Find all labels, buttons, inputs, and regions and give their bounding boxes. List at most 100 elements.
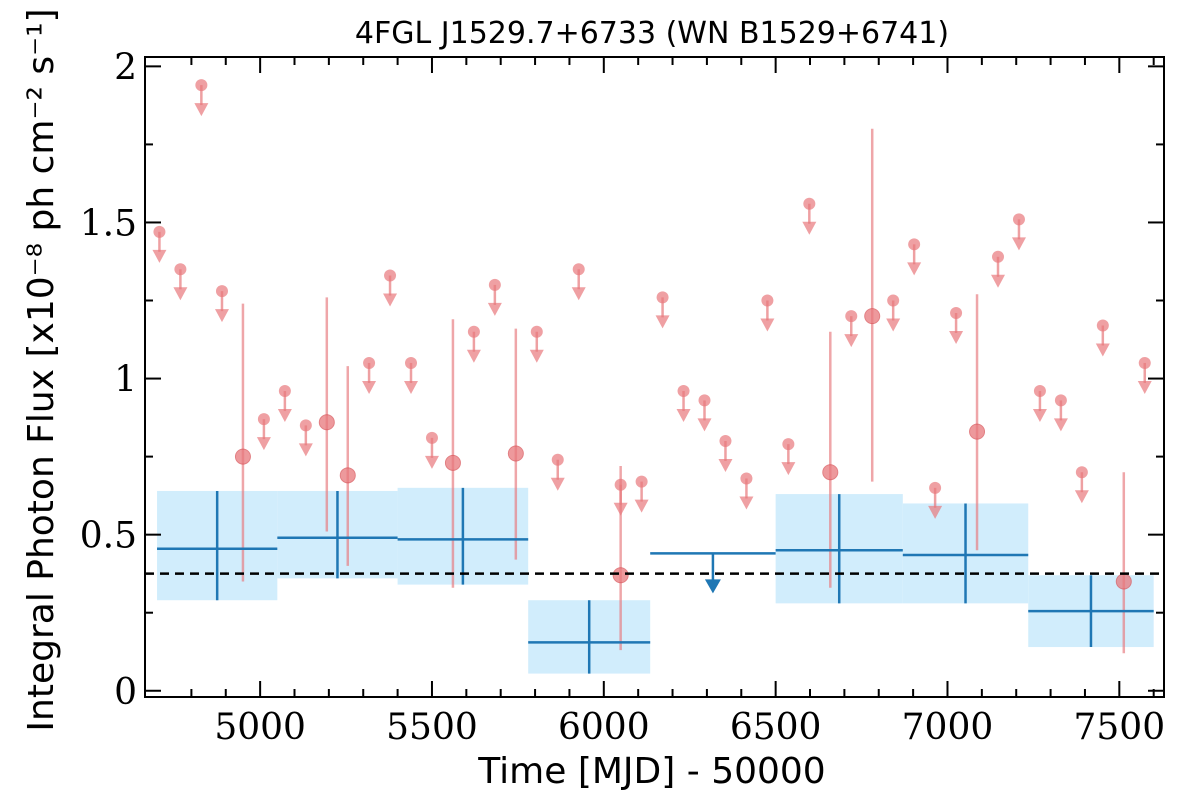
upper-limit-arrow bbox=[697, 418, 712, 432]
upper-limit-point bbox=[1054, 394, 1067, 407]
upper-limit-point bbox=[950, 307, 963, 319]
detection-point bbox=[969, 423, 986, 440]
chart-title: 4FGL J1529.7+6733 (WN B1529+6741) bbox=[355, 16, 949, 51]
y-tick-label: 0 bbox=[114, 672, 137, 713]
upper-limit-point bbox=[1033, 385, 1046, 398]
upper-limit-point bbox=[405, 356, 418, 369]
upper-limit-point bbox=[698, 394, 711, 407]
upper-limit-point bbox=[572, 263, 585, 276]
upper-limit-arrow bbox=[949, 331, 964, 344]
upper-limit-arrow bbox=[634, 499, 649, 513]
upper-limit-arrow bbox=[1053, 418, 1068, 432]
upper-limit-arrow bbox=[466, 349, 481, 363]
upper-limit-point bbox=[363, 356, 376, 369]
upper-limit-point bbox=[992, 250, 1005, 263]
upper-limit-point bbox=[153, 225, 166, 238]
upper-limit-arrow bbox=[928, 505, 943, 519]
y-tick-label: 1.5 bbox=[80, 203, 137, 244]
upper-limit-point bbox=[278, 385, 291, 398]
upper-limit-point bbox=[908, 238, 921, 251]
x-tick-label: 6000 bbox=[558, 707, 650, 748]
upper-limit-point bbox=[174, 263, 187, 276]
upper-limit-arrow bbox=[571, 287, 586, 301]
upper-limit-arrow bbox=[550, 477, 565, 491]
upper-limit-arrow bbox=[487, 302, 502, 316]
upper-limit-point bbox=[299, 419, 312, 432]
upper-limit-arrow bbox=[152, 249, 167, 263]
upper-limit-point bbox=[530, 325, 543, 338]
x-tick-label: 7000 bbox=[902, 707, 994, 748]
x-axis-label: Time [MJD] - 50000 bbox=[477, 751, 825, 792]
upper-limit-point bbox=[1138, 356, 1151, 369]
detection-point bbox=[822, 464, 839, 481]
upper-limit-arrow bbox=[1032, 409, 1047, 423]
yearly-bins-layer bbox=[157, 487, 1154, 674]
detection-point bbox=[612, 567, 629, 584]
monthly-points-layer bbox=[152, 79, 1152, 654]
upper-limit-point bbox=[719, 435, 732, 447]
yearly-upper-limit-arrow bbox=[704, 579, 721, 594]
y-axis-label: Integral Photon Flux [x10⁻⁸ ph cm⁻² s⁻¹] bbox=[21, 8, 62, 731]
upper-limit-arrow bbox=[844, 334, 859, 348]
upper-limit-arrow bbox=[404, 380, 419, 394]
detection-point bbox=[444, 454, 461, 471]
detection-point bbox=[864, 308, 881, 325]
upper-limit-point bbox=[782, 438, 795, 451]
y-tick-label: 2 bbox=[114, 47, 137, 88]
upper-limit-arrow bbox=[1011, 237, 1026, 251]
x-tick-label: 6500 bbox=[730, 707, 822, 748]
upper-limit-arrow bbox=[655, 315, 670, 329]
upper-limit-arrow bbox=[907, 262, 922, 276]
upper-limit-point bbox=[929, 481, 942, 494]
upper-limit-arrow bbox=[886, 318, 901, 332]
y-tick-label: 0.5 bbox=[80, 516, 137, 557]
x-tick-label: 5500 bbox=[386, 707, 478, 748]
detection-point bbox=[339, 467, 356, 484]
upper-limit-arrow bbox=[739, 496, 754, 510]
upper-limit-point bbox=[467, 325, 480, 338]
upper-limit-point bbox=[635, 475, 648, 488]
upper-limit-point bbox=[257, 413, 270, 426]
upper-limit-point bbox=[677, 385, 690, 398]
upper-limit-arrow bbox=[1137, 380, 1152, 394]
upper-limit-arrow bbox=[1074, 490, 1089, 504]
upper-limit-arrow bbox=[362, 380, 377, 394]
upper-limit-arrow bbox=[298, 443, 313, 457]
upper-limit-point bbox=[845, 310, 858, 323]
upper-limit-arrow bbox=[424, 455, 439, 469]
upper-limit-arrow bbox=[256, 437, 271, 451]
upper-limit-arrow bbox=[781, 462, 796, 476]
upper-limit-arrow bbox=[676, 409, 691, 423]
upper-limit-point bbox=[656, 291, 669, 304]
upper-limit-arrow bbox=[991, 274, 1006, 288]
upper-limit-arrow bbox=[194, 103, 209, 117]
upper-limit-point bbox=[425, 431, 438, 444]
upper-limit-point bbox=[1096, 319, 1109, 332]
upper-limit-point bbox=[488, 278, 501, 291]
upper-limit-point bbox=[195, 79, 208, 92]
upper-limit-point bbox=[1075, 466, 1088, 479]
tick-layer: 5000 5500 6000 6500 7000 7500 0 0.5 1 1.5 2 bbox=[80, 47, 1165, 748]
upper-limit-point bbox=[740, 472, 753, 485]
upper-limit-arrow bbox=[718, 459, 733, 472]
yearly-band-layer bbox=[157, 487, 1154, 674]
upper-limit-arrow bbox=[173, 287, 188, 301]
detection-point bbox=[234, 448, 251, 465]
upper-limit-point bbox=[761, 294, 774, 307]
upper-limit-point bbox=[803, 197, 816, 210]
x-tick-label: 7500 bbox=[1074, 707, 1166, 748]
upper-limit-point bbox=[384, 269, 397, 282]
upper-limit-point bbox=[887, 294, 900, 307]
upper-limit-arrow bbox=[1095, 343, 1110, 357]
upper-limit-arrow bbox=[277, 409, 292, 423]
upper-limit-point bbox=[1012, 213, 1025, 226]
upper-limit-arrow bbox=[529, 349, 544, 363]
plot-frame bbox=[144, 56, 1165, 698]
x-tick-label: 5000 bbox=[214, 707, 306, 748]
upper-limit-arrow bbox=[383, 293, 398, 307]
upper-limit-arrow bbox=[802, 221, 817, 235]
upper-limit-arrow bbox=[214, 309, 229, 323]
detection-point bbox=[507, 445, 524, 462]
detection-point bbox=[1115, 573, 1132, 590]
